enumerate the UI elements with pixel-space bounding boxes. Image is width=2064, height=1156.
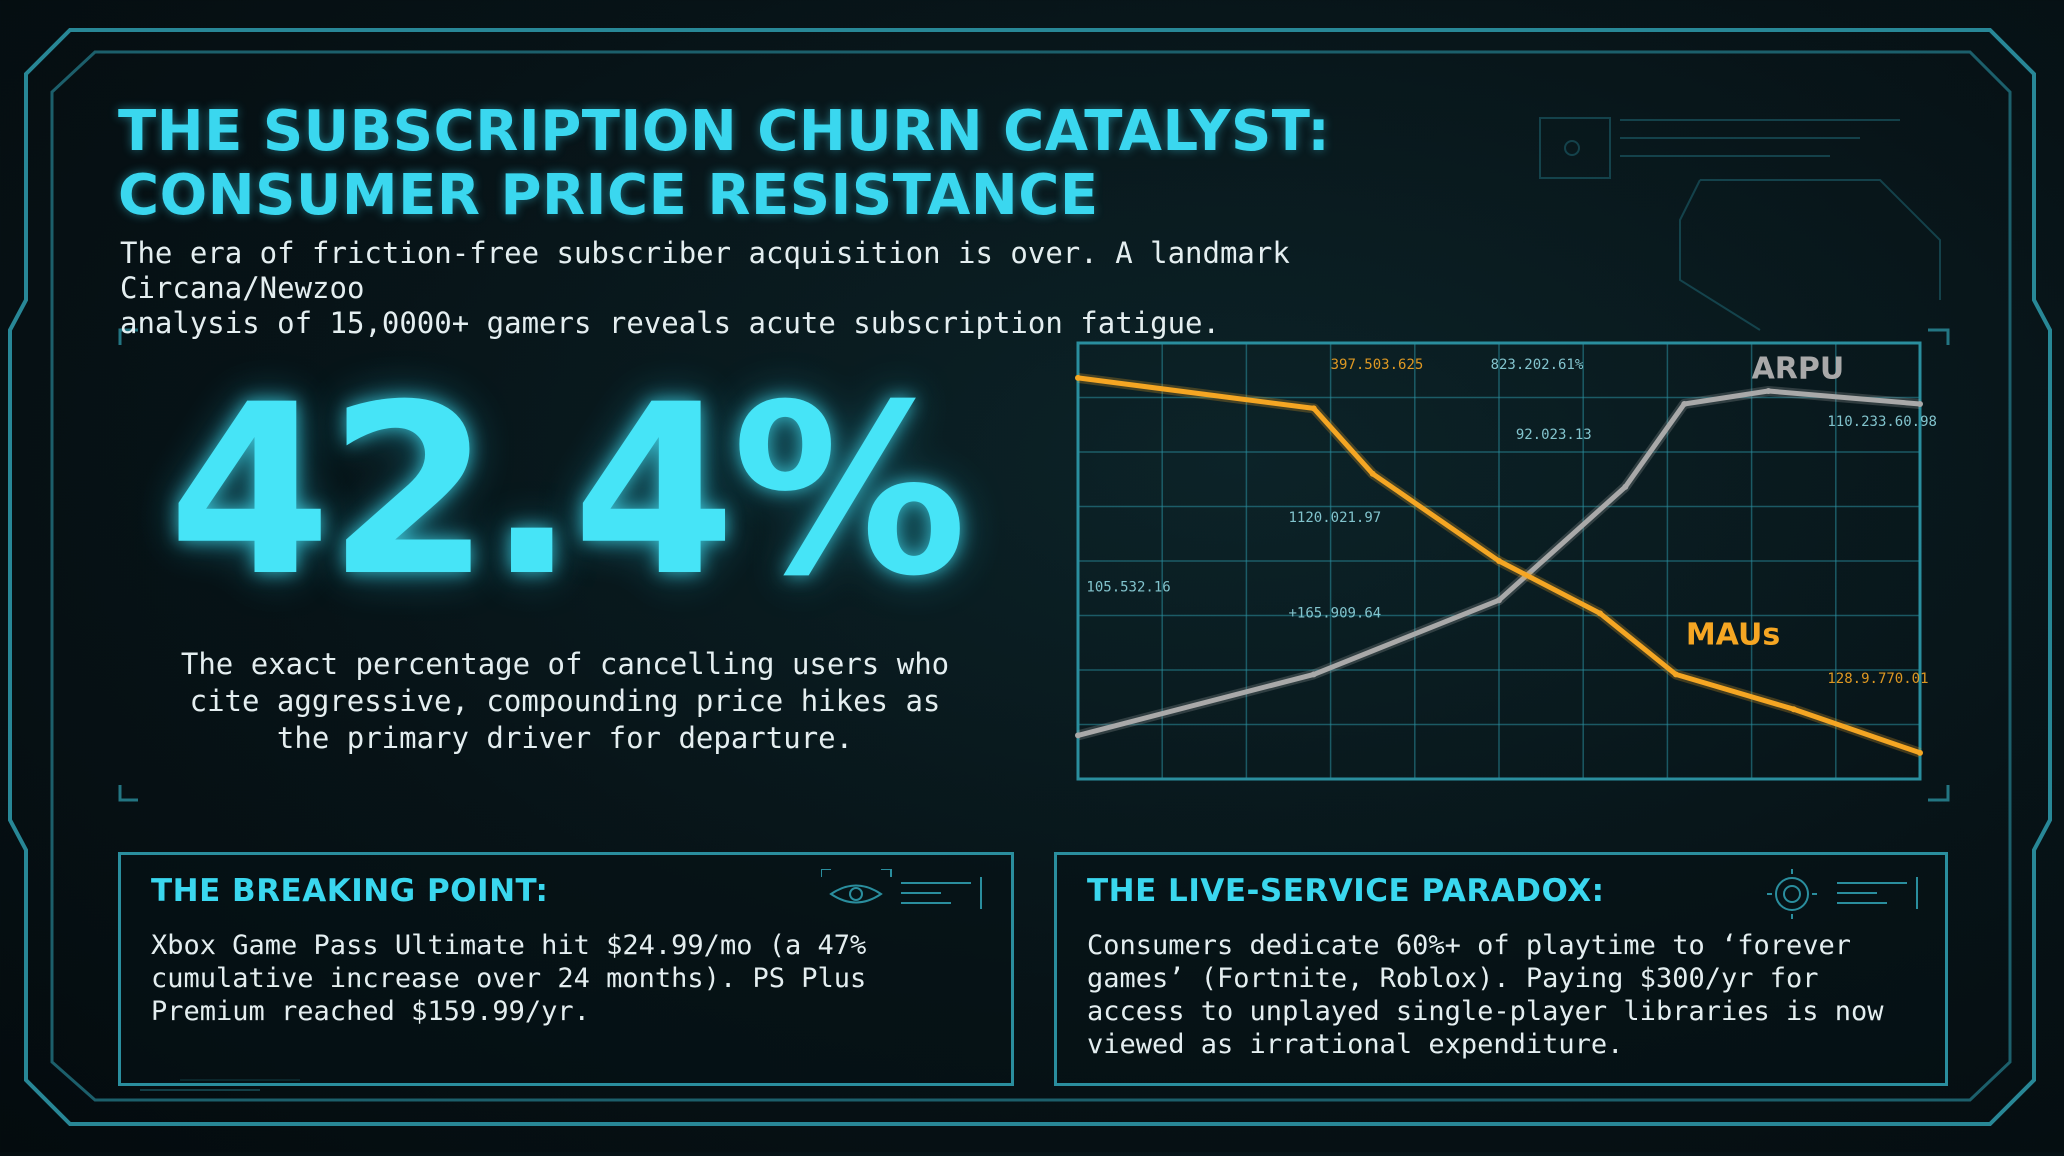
stat-description-line-1: The exact percentage of cancelling users… xyxy=(180,647,950,681)
card-body-line: games’ (Fortnite, Roblox). Paying $300/y… xyxy=(1087,963,1819,994)
data-annotation: 1120.021.97 xyxy=(1289,510,1382,526)
data-annotation: +165.909.64 xyxy=(1289,606,1382,622)
data-point-maus xyxy=(1369,470,1376,477)
scanner-eye-icon xyxy=(821,869,982,909)
data-annotation: 823.202.61% xyxy=(1491,357,1584,373)
series-line-maus xyxy=(1077,375,1921,756)
chip-icon xyxy=(1767,869,1918,919)
data-point-maus xyxy=(1790,706,1797,713)
data-point-arpu xyxy=(1310,671,1317,678)
data-annotation: 110.233.60.98 xyxy=(1827,414,1937,430)
page-subtitle: The era of friction-free subscriber acqu… xyxy=(120,236,1520,341)
data-point-arpu xyxy=(1622,483,1629,490)
breaking-point-card: THE BREAKING POINT: Xbox Game Pass Ultim… xyxy=(118,852,1014,1086)
card-body: Consumers dedicate 60%+ of playtime to ‘… xyxy=(1087,929,1927,1061)
trend-chart-svg: ARPU MAUs 397.503.625 823.202.61% 92.023.13 1… xyxy=(1075,341,1937,781)
card-body-line: viewed as irrational expenditure. xyxy=(1087,1029,1624,1060)
data-annotation: 128.9.770.01 xyxy=(1827,671,1928,687)
stat-description-line-3: the primary driver for departure. xyxy=(276,721,854,755)
data-point-arpu xyxy=(1075,732,1081,739)
trend-chart: ARPU MAUs 397.503.625 823.202.61% 92.023.13 1… xyxy=(1070,335,1950,795)
subtitle-line-1: The era of friction-free subscriber acqu… xyxy=(120,236,1290,305)
card-body-line: access to unplayed single-player librari… xyxy=(1087,996,1884,1027)
data-point-arpu xyxy=(1496,597,1502,604)
stat-description-line-2: cite aggressive, compounding price hikes… xyxy=(189,684,941,718)
stat-description: The exact percentage of cancelling users… xyxy=(150,646,980,757)
series-label-maus: MAUs xyxy=(1686,617,1780,652)
card-body-line: Premium reached $159.99/yr. xyxy=(151,996,590,1027)
data-annotation: 92.023.13 xyxy=(1516,427,1592,443)
card-body: Xbox Game Pass Ultimate hit $24.99/mo (a… xyxy=(151,929,991,1028)
data-point-arpu xyxy=(1917,401,1923,408)
card-heading: THE BREAKING POINT: xyxy=(151,873,549,909)
data-annotation: 105.532.16 xyxy=(1086,580,1170,596)
data-point-arpu xyxy=(1765,387,1772,394)
headline-stat: 42.4% xyxy=(168,355,967,628)
plot-border xyxy=(1076,341,1922,781)
data-point-maus xyxy=(1597,610,1604,617)
title-line-2: CONSUMER PRICE RESISTANCE xyxy=(118,163,1099,228)
data-annotation: 397.503.625 xyxy=(1331,357,1424,373)
data-point-maus xyxy=(1075,374,1081,381)
page-title: THE SUBSCRIPTION CHURN CATALYST: CONSUME… xyxy=(118,100,1330,228)
data-point-maus xyxy=(1672,671,1679,678)
card-body-line: Consumers dedicate 60%+ of playtime to ‘… xyxy=(1087,930,1852,961)
data-point-maus xyxy=(1310,405,1317,412)
subtitle-line-2: analysis of 15,0000+ gamers reveals acut… xyxy=(120,306,1220,340)
title-line-1: THE SUBSCRIPTION CHURN CATALYST: xyxy=(118,99,1331,164)
card-body-line: Xbox Game Pass Ultimate hit $24.99/mo (a… xyxy=(151,930,867,961)
data-point-maus xyxy=(1496,558,1502,564)
data-point-arpu xyxy=(1681,401,1688,408)
series-label-arpu: ARPU xyxy=(1752,352,1845,387)
data-point-maus xyxy=(1917,749,1923,756)
live-service-card: THE LIVE-SERVICE PARADOX: Consumers dedi… xyxy=(1054,852,1948,1086)
card-heading: THE LIVE-SERVICE PARADOX: xyxy=(1087,873,1605,909)
card-body-line: cumulative increase over 24 months). PS … xyxy=(151,963,867,994)
